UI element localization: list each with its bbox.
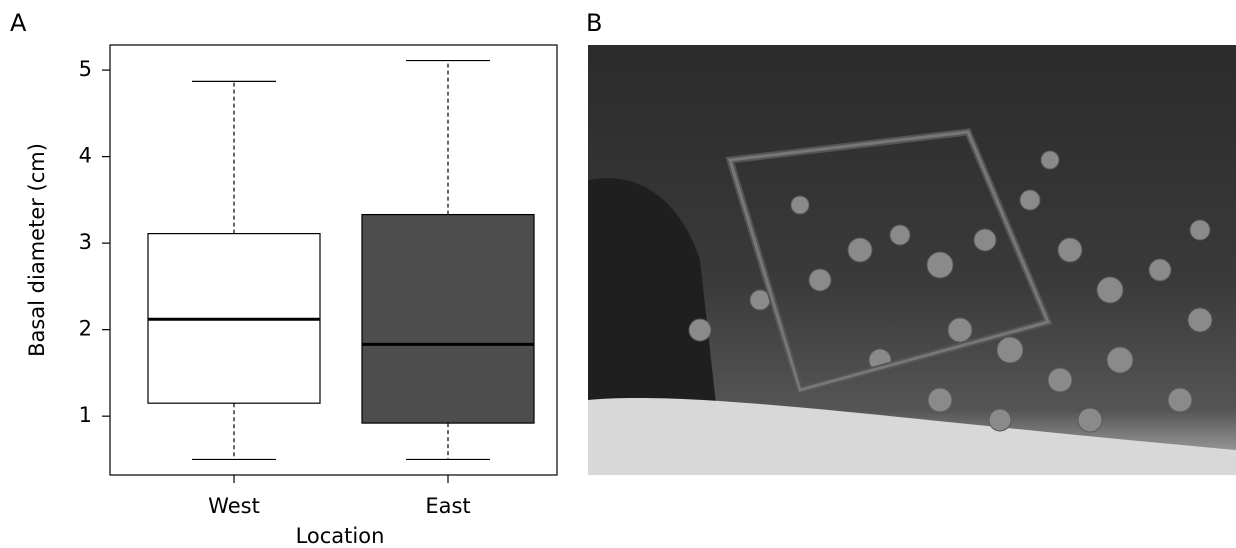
photo (588, 45, 1236, 475)
x-axis-label: Location (296, 524, 385, 548)
y-tick-label: 4 (79, 144, 92, 168)
y-tick-label: 1 (79, 403, 92, 427)
panel-label: A (10, 9, 27, 37)
y-axis-label: Basal diameter (cm) (25, 143, 49, 357)
y-tick-label: 5 (79, 57, 92, 81)
y-tick-label: 2 (79, 317, 92, 341)
y-tick-label: 3 (79, 230, 92, 254)
plot-frame (109, 44, 558, 476)
panel-label: B (586, 9, 602, 37)
box (361, 213, 535, 424)
x-tick-label: West (208, 494, 260, 518)
x-tick-label: East (425, 494, 470, 518)
